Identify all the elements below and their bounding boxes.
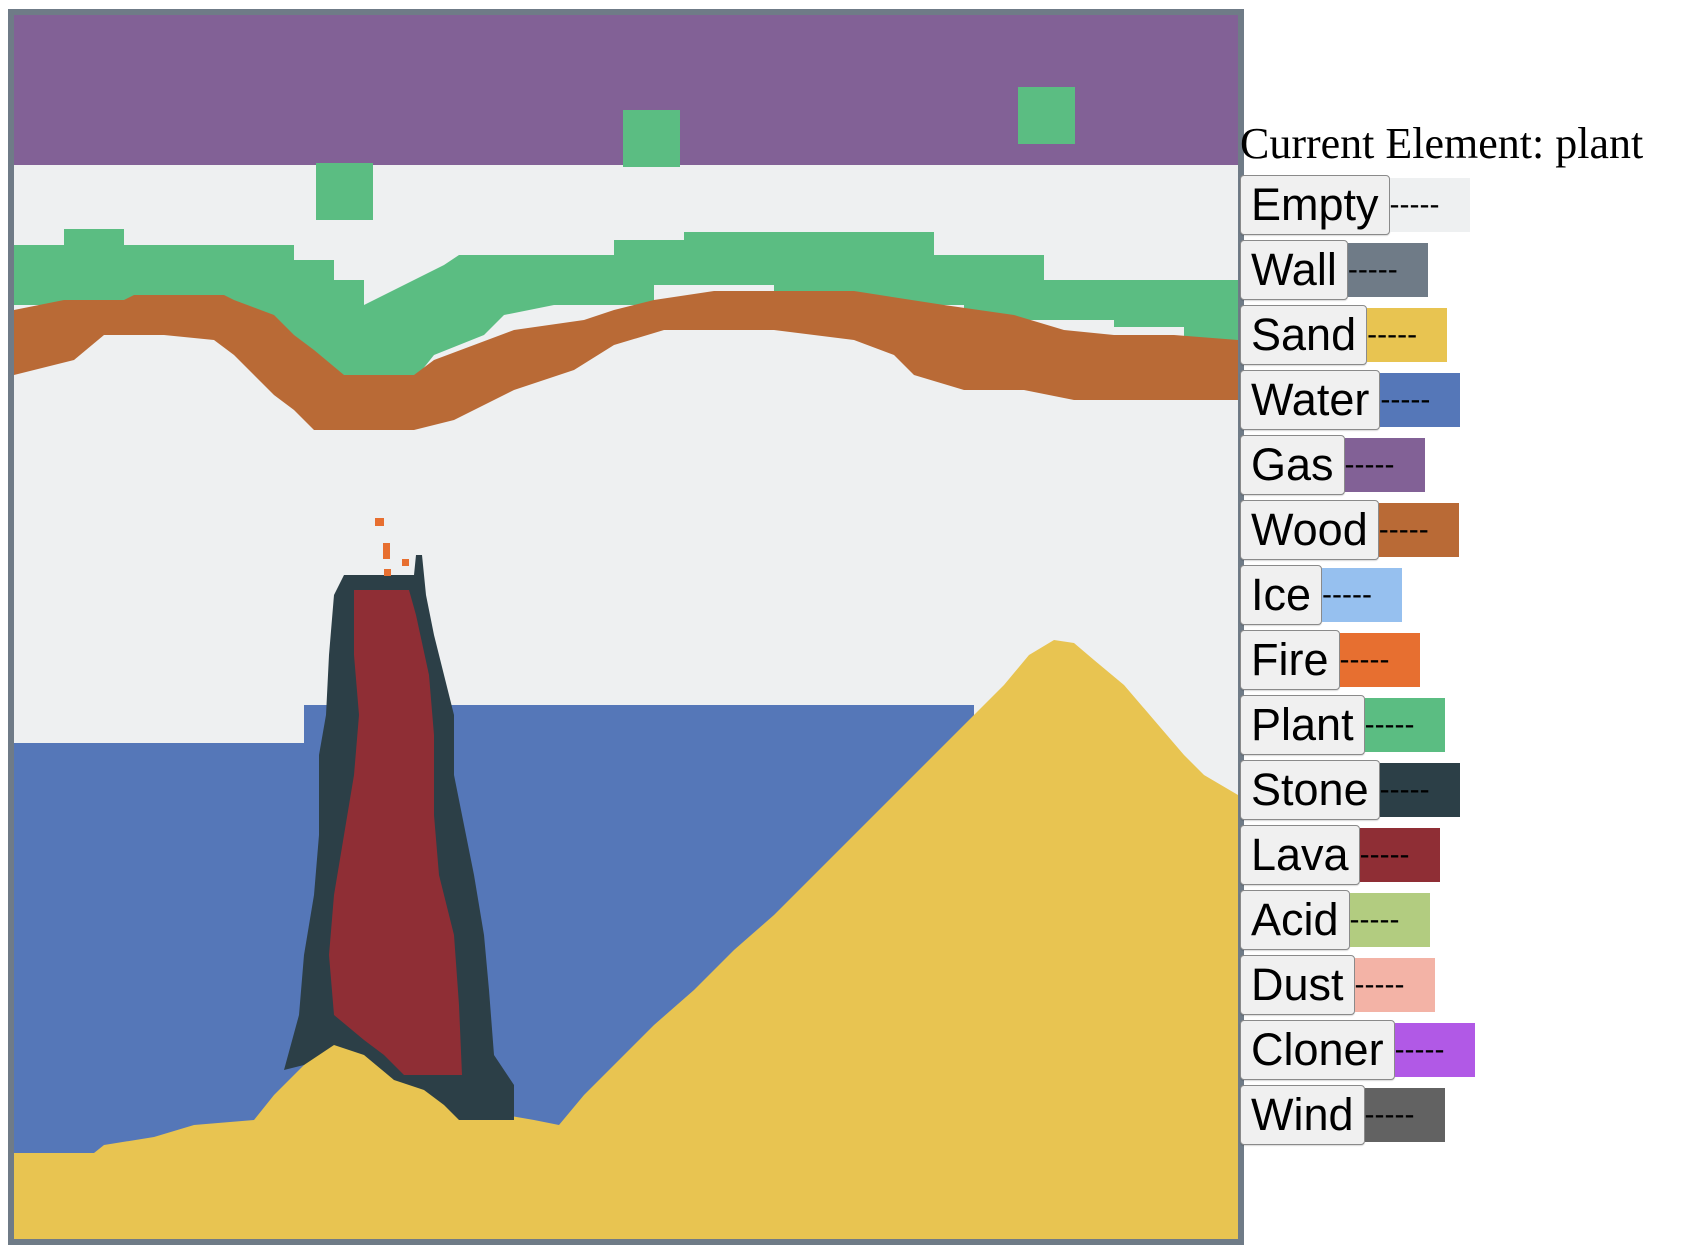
lava-core: [329, 590, 462, 1075]
plant-swatch: -----: [1364, 697, 1445, 752]
water-swatch: -----: [1380, 372, 1461, 427]
stone-button[interactable]: Stone: [1240, 759, 1380, 820]
water-button[interactable]: Water: [1240, 369, 1381, 430]
element-row-wall: Wall -----: [1240, 237, 1700, 302]
element-row-stone: Stone -----: [1240, 757, 1700, 822]
stone-swatch: -----: [1379, 762, 1460, 817]
cloner-button[interactable]: Cloner: [1240, 1019, 1395, 1080]
wall-swatch: -----: [1347, 242, 1428, 297]
wood-band: [14, 291, 1238, 430]
element-row-ice: Ice -----: [1240, 562, 1700, 627]
fire-spark: [375, 518, 384, 526]
sand-dunes: [14, 640, 1238, 1239]
fire-swatch: -----: [1339, 632, 1420, 687]
dust-button[interactable]: Dust: [1240, 954, 1355, 1015]
gas-button[interactable]: Gas: [1240, 434, 1345, 495]
element-row-sand: Sand -----: [1240, 302, 1700, 367]
cloner-swatch: -----: [1394, 1022, 1475, 1077]
plant-button[interactable]: Plant: [1240, 694, 1365, 755]
wall-button[interactable]: Wall: [1240, 239, 1348, 300]
sand-swatch: -----: [1367, 307, 1448, 362]
element-row-empty: Empty -----: [1240, 172, 1700, 237]
plant-band: [14, 229, 1238, 380]
element-row-dust: Dust -----: [1240, 952, 1700, 1017]
element-row-cloner: Cloner -----: [1240, 1017, 1700, 1082]
element-row-fire: Fire -----: [1240, 627, 1700, 692]
lava-swatch: -----: [1359, 827, 1440, 882]
fire-spark: [383, 543, 390, 559]
current-element-value: plant: [1555, 119, 1644, 168]
sand-button[interactable]: Sand: [1240, 304, 1368, 365]
element-row-wood: Wood -----: [1240, 497, 1700, 562]
empty-button[interactable]: Empty: [1240, 174, 1390, 235]
current-element-display: Current Element: plant: [1240, 118, 1700, 172]
current-element-label: Current Element:: [1240, 119, 1545, 168]
plant-block: [623, 110, 680, 167]
element-row-lava: Lava -----: [1240, 822, 1700, 887]
dust-swatch: -----: [1354, 957, 1435, 1012]
wind-swatch: -----: [1364, 1087, 1445, 1142]
gas-layer: [14, 15, 1238, 165]
wood-button[interactable]: Wood: [1240, 499, 1379, 560]
plant-block: [316, 163, 373, 220]
empty-swatch: -----: [1389, 177, 1470, 232]
wind-button[interactable]: Wind: [1240, 1084, 1365, 1145]
plant-block: [1018, 87, 1075, 144]
fire-button[interactable]: Fire: [1240, 629, 1340, 690]
element-row-gas: Gas -----: [1240, 432, 1700, 497]
gas-swatch: -----: [1344, 437, 1425, 492]
fire-spark: [402, 559, 409, 566]
lava-button[interactable]: Lava: [1240, 824, 1360, 885]
acid-button[interactable]: Acid: [1240, 889, 1350, 950]
element-row-water: Water -----: [1240, 367, 1700, 432]
element-palette: Empty ----- Wall ----- Sand ----- Water ----- Ga…: [1240, 172, 1700, 1147]
acid-swatch: -----: [1349, 892, 1430, 947]
ice-swatch: -----: [1322, 567, 1403, 622]
ice-button[interactable]: Ice: [1240, 564, 1323, 625]
element-row-acid: Acid -----: [1240, 887, 1700, 952]
sandbox-canvas[interactable]: [8, 9, 1244, 1245]
fire-spark: [384, 569, 391, 576]
side-panel: Current Element: plant Empty ----- Wall ---…: [1240, 118, 1700, 1147]
element-row-wind: Wind -----: [1240, 1082, 1700, 1147]
element-row-plant: Plant -----: [1240, 692, 1700, 757]
wood-swatch: -----: [1378, 502, 1459, 557]
